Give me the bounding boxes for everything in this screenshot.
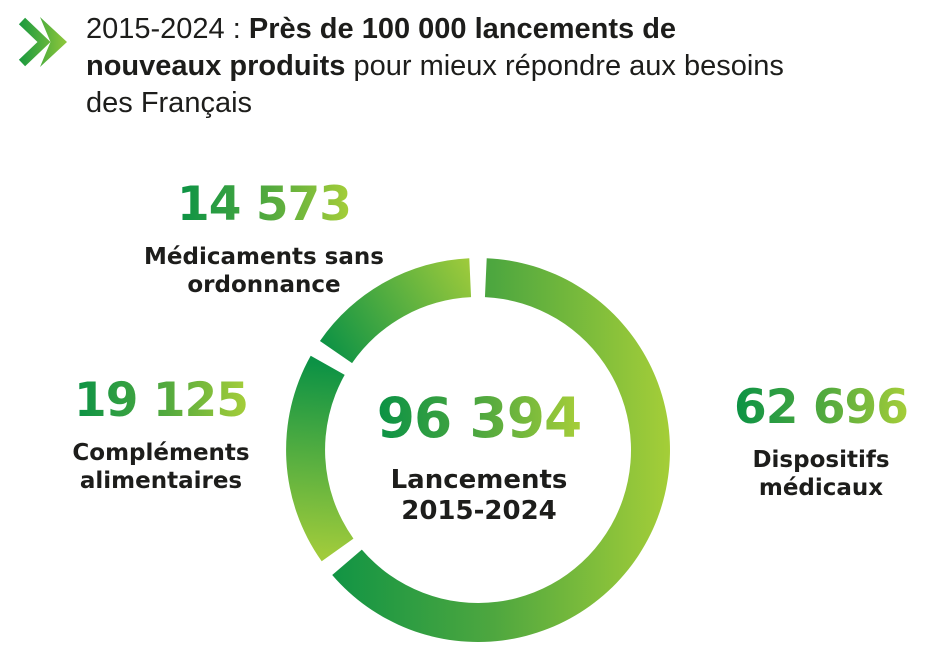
stat-complements-value: 19 125 — [74, 373, 249, 428]
donut-segment-dispositifs — [332, 258, 670, 643]
title-bold: Près de 100 000 lancements de nouveaux p… — [86, 13, 677, 82]
stat-medicaments: 14 573 Médicaments sans ordonnance — [118, 181, 410, 299]
title-prefix: 2015-2024 : — [86, 13, 249, 45]
stat-complements-label: Compléments alimentaires — [72, 440, 250, 494]
donut-segment-complements — [286, 355, 354, 562]
donut-segment-medicaments — [319, 258, 472, 364]
donut-chart — [286, 258, 670, 643]
stat-complements: 19 125 Compléments alimentaires — [28, 377, 294, 495]
stat-medicaments-value: 14 573 — [177, 177, 352, 232]
stat-dispositifs-label: Dispositifs médicaux — [752, 447, 890, 501]
donut-center: 96 394 Lancements 2015-2024 — [348, 391, 610, 527]
stat-medicaments-label: Médicaments sans ordonnance — [144, 244, 384, 298]
page-title: 2015-2024 : Près de 100 000 lancements d… — [86, 11, 816, 122]
stat-dispositifs-value: 62 696 — [734, 380, 909, 435]
double-chevron-icon — [18, 17, 67, 67]
donut-total-label: Lancements 2015-2024 — [390, 465, 568, 526]
title-suffix: pour mieux répondre aux besoins des Fran… — [86, 50, 784, 119]
stat-dispositifs: 62 696 Dispositifs médicaux — [688, 384, 935, 502]
donut-total-value: 96 394 — [376, 386, 582, 450]
